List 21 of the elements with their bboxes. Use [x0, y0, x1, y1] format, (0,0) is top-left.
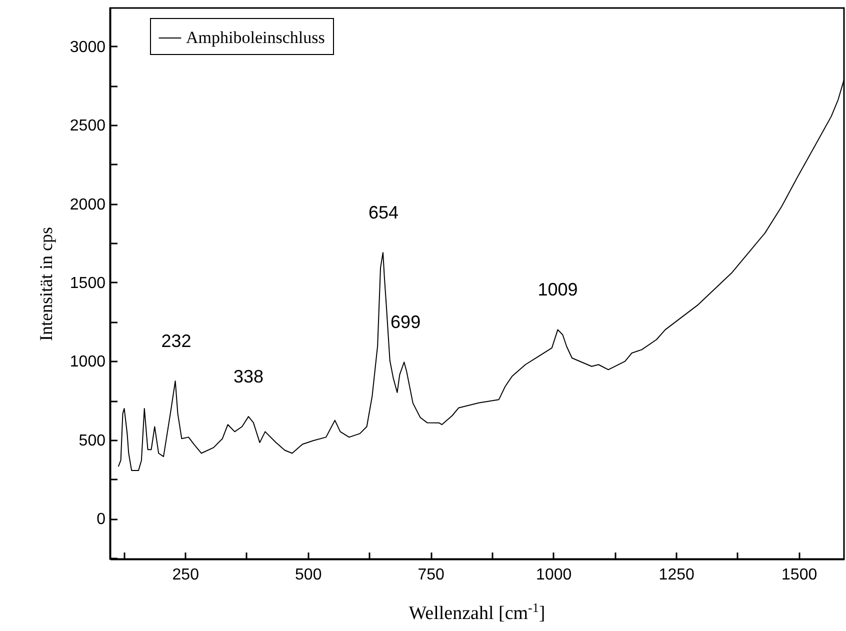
x-tick-label: 1000	[536, 566, 572, 584]
y-tick-label: 500	[78, 432, 106, 450]
y-tick-label: 3000	[70, 38, 106, 56]
y-tick-label: 2000	[70, 196, 106, 214]
x-tick-label: 1250	[658, 566, 694, 584]
x-tick-label: 500	[295, 566, 322, 584]
x-tick-label: 750	[418, 566, 445, 584]
y-tick-label: 0	[96, 511, 106, 528]
y-tick-label: 1000	[70, 354, 106, 371]
annotation: 1009	[538, 280, 578, 300]
annotation: 654	[368, 202, 398, 223]
legend-label: Amphiboleinschluss	[186, 28, 325, 47]
annotation: 232	[161, 331, 192, 351]
annotation: 699	[390, 312, 421, 332]
x-tick-label: 250	[172, 566, 200, 584]
y-tick-label: 1500	[70, 274, 106, 292]
annotation: 338	[233, 366, 264, 387]
x-axis-title: Wellenzahl [cm$^{-1}$]	[408, 600, 546, 624]
x-tick-label: 1500	[782, 566, 818, 584]
y-axis-title: Intensität in cps	[36, 227, 56, 341]
y-tick-label: 2500	[70, 118, 106, 135]
